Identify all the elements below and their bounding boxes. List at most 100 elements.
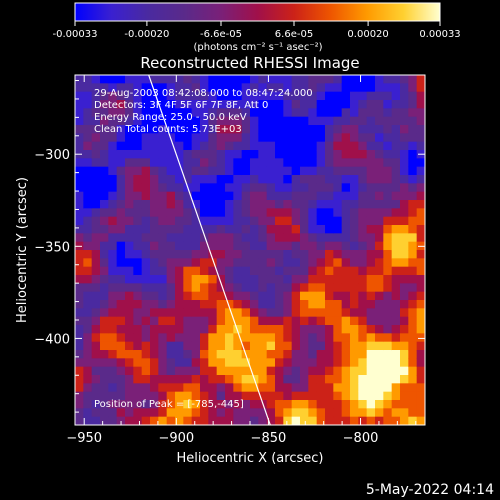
heatmap-cell [200, 150, 209, 159]
heatmap-cell [275, 150, 284, 159]
heatmap-cell [283, 75, 293, 84]
heatmap-cell [233, 250, 243, 259]
heatmap-cell [283, 416, 293, 425]
heatmap-cell [391, 391, 401, 401]
heatmap-cell [83, 300, 93, 309]
heatmap-cell [225, 175, 234, 184]
chart-title: Reconstructed RHESSI Image [140, 54, 359, 72]
heatmap-cell [175, 358, 184, 368]
heatmap-cell [408, 258, 418, 268]
heatmap-cell [283, 308, 293, 318]
heatmap-cell [233, 333, 243, 343]
heatmap-cell [375, 308, 384, 318]
heatmap-cell [166, 341, 176, 351]
heatmap-cell [416, 100, 425, 109]
heatmap-cell [75, 350, 84, 359]
heatmap-cell [175, 275, 184, 284]
heatmap-cell [366, 125, 376, 134]
heatmap-cell [83, 83, 93, 93]
heatmap-cell [283, 200, 293, 209]
heatmap-cell [325, 408, 334, 418]
heatmap-cell [408, 108, 418, 118]
heatmap-cell [166, 241, 176, 251]
heatmap-cell [291, 275, 301, 284]
heatmap-cell [91, 83, 101, 93]
heatmap-cell [341, 141, 351, 151]
heatmap-cell [325, 283, 334, 293]
heatmap-cell [183, 316, 193, 326]
heatmap-cell [350, 241, 359, 251]
heatmap-cell [408, 183, 418, 193]
heatmap-cell [166, 350, 176, 359]
heatmap-cell [191, 316, 201, 326]
heatmap-cell [391, 183, 401, 193]
heatmap-cell [283, 250, 293, 259]
heatmap-cell [141, 233, 151, 243]
heatmap-cell [333, 416, 343, 425]
heatmap-cell [300, 258, 309, 268]
heatmap-cell [233, 216, 243, 226]
heatmap-cell [391, 125, 401, 134]
heatmap-cell [325, 116, 334, 126]
heatmap-cell [258, 116, 268, 126]
heatmap-cell [108, 91, 118, 101]
heatmap-cell [383, 100, 393, 109]
heatmap-cell [83, 108, 93, 118]
heatmap-cell [225, 183, 234, 193]
heatmap-cell [83, 100, 93, 109]
heatmap-cell [133, 258, 143, 268]
heatmap-cell [300, 183, 309, 193]
heatmap-cell [83, 150, 93, 159]
heatmap-cell [308, 225, 318, 234]
heatmap-cell [216, 275, 226, 284]
heatmap-cell [233, 300, 243, 309]
heatmap-cell [108, 158, 118, 168]
heatmap-cell [416, 391, 425, 401]
heatmap-cell [133, 241, 143, 251]
heatmap-cell [100, 366, 109, 376]
heatmap-cell [108, 341, 118, 351]
heatmap-cell [75, 408, 84, 418]
heatmap-cell [225, 225, 234, 234]
heatmap-cell [100, 233, 109, 243]
heatmap-cell [308, 366, 318, 376]
heatmap-cell [175, 208, 184, 218]
heatmap-cell [75, 166, 84, 176]
heatmap-cell [150, 150, 159, 159]
heatmap-cell [300, 208, 309, 218]
heatmap-cell [91, 91, 101, 101]
heatmap-cell [391, 366, 401, 376]
heatmap-cell [383, 250, 393, 259]
heatmap-cell [83, 416, 93, 425]
heatmap-cell [233, 116, 243, 126]
heatmap-cell [316, 366, 326, 376]
heatmap-cell [266, 200, 276, 209]
heatmap-cell [366, 291, 376, 301]
heatmap-cell [375, 191, 384, 201]
heatmap-cell [225, 150, 234, 159]
heatmap-cell [75, 200, 84, 209]
heatmap-cell [83, 75, 93, 84]
heatmap-cell [291, 341, 301, 351]
heatmap-cell [141, 91, 151, 101]
heatmap-cell [150, 366, 159, 376]
heatmap-cell [108, 333, 118, 343]
heatmap-cell [241, 241, 251, 251]
heatmap-cell [325, 416, 334, 425]
heatmap-cell [291, 225, 301, 234]
heatmap-cell [125, 208, 134, 218]
heatmap-cell [208, 175, 218, 184]
heatmap-cell [216, 325, 226, 334]
heatmap-cell [141, 408, 151, 418]
heatmap-cell [416, 158, 425, 168]
heatmap-cell [366, 416, 376, 425]
heatmap-cell [191, 150, 201, 159]
heatmap-cell [83, 266, 93, 276]
heatmap-cell [141, 200, 151, 209]
heatmap-cell [150, 341, 159, 351]
heatmap-cell [350, 383, 359, 393]
heatmap-cell [408, 216, 418, 226]
heatmap-cell [325, 350, 334, 359]
heatmap-cell [283, 400, 293, 409]
heatmap-cell [358, 100, 368, 109]
